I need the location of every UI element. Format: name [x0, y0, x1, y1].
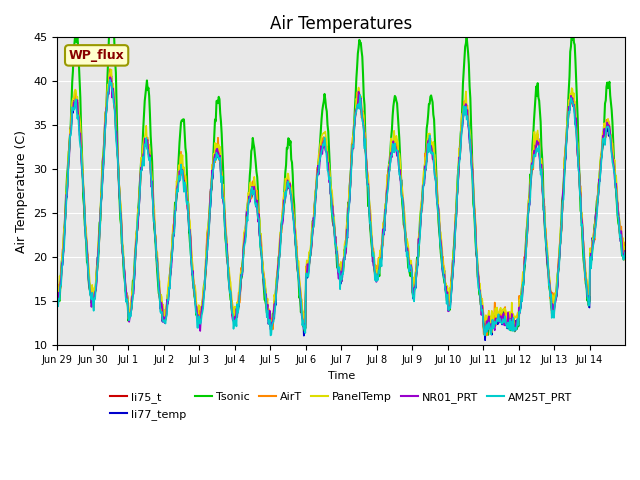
- li77_temp: [121, 272, 129, 277]
- Legend: li75_t, li77_temp, Tsonic, AirT, PanelTemp, NR01_PRT, AM25T_PRT: li75_t, li77_temp, Tsonic, AirT, PanelTe…: [106, 388, 577, 424]
- PanelTemp: [275, 255, 282, 261]
- li77_temp: [108, 73, 115, 79]
- AM25T_PRT: [54, 297, 61, 303]
- AM25T_PRT: [267, 333, 275, 338]
- PanelTemp: [225, 266, 233, 272]
- Tsonic: [433, 170, 440, 176]
- NR01_PRT: [253, 198, 261, 204]
- PanelTemp: [433, 192, 441, 198]
- Line: NR01_PRT: NR01_PRT: [58, 77, 625, 333]
- AirT: [401, 226, 408, 231]
- Text: WP_flux: WP_flux: [68, 49, 125, 62]
- PanelTemp: [621, 244, 629, 250]
- X-axis label: Time: Time: [328, 371, 355, 381]
- NR01_PRT: [106, 74, 114, 80]
- NR01_PRT: [401, 223, 408, 229]
- NR01_PRT: [433, 185, 440, 191]
- Line: AM25T_PRT: AM25T_PRT: [58, 80, 625, 336]
- li75_t: [275, 258, 282, 264]
- li75_t: [121, 274, 129, 280]
- li77_temp: [275, 254, 282, 260]
- AirT: [253, 188, 261, 193]
- PanelTemp: [253, 198, 261, 204]
- AM25T_PRT: [253, 207, 261, 213]
- AM25T_PRT: [106, 77, 114, 83]
- li75_t: [481, 328, 489, 334]
- li77_temp: [433, 183, 440, 189]
- li75_t: [54, 297, 61, 303]
- li77_temp: [621, 255, 629, 261]
- AirT: [54, 286, 61, 291]
- Tsonic: [275, 254, 282, 260]
- li75_t: [621, 250, 629, 255]
- Line: Tsonic: Tsonic: [58, 10, 625, 335]
- NR01_PRT: [621, 248, 629, 254]
- Tsonic: [253, 174, 261, 180]
- NR01_PRT: [54, 299, 61, 305]
- li77_temp: [401, 223, 408, 229]
- AM25T_PRT: [276, 255, 284, 261]
- Tsonic: [225, 281, 233, 287]
- Tsonic: [484, 332, 492, 338]
- AirT: [483, 333, 490, 338]
- Line: AirT: AirT: [58, 69, 625, 336]
- Line: PanelTemp: PanelTemp: [58, 70, 625, 327]
- Tsonic: [401, 223, 408, 229]
- li75_t: [225, 277, 233, 283]
- NR01_PRT: [481, 330, 489, 336]
- PanelTemp: [108, 67, 115, 72]
- AM25T_PRT: [225, 282, 233, 288]
- AirT: [121, 278, 129, 284]
- Tsonic: [54, 296, 61, 302]
- AM25T_PRT: [401, 230, 409, 236]
- AirT: [225, 270, 233, 276]
- AM25T_PRT: [621, 250, 629, 255]
- PanelTemp: [401, 219, 409, 225]
- li75_t: [253, 202, 261, 207]
- Tsonic: [621, 253, 629, 259]
- Tsonic: [108, 7, 115, 13]
- Line: li75_t: li75_t: [58, 78, 625, 331]
- li75_t: [401, 221, 408, 227]
- Y-axis label: Air Temperature (C): Air Temperature (C): [15, 130, 28, 253]
- AM25T_PRT: [433, 199, 441, 204]
- NR01_PRT: [225, 282, 233, 288]
- PanelTemp: [300, 324, 308, 330]
- AirT: [275, 261, 282, 267]
- li77_temp: [54, 299, 61, 305]
- PanelTemp: [121, 270, 129, 276]
- li75_t: [433, 184, 440, 190]
- NR01_PRT: [121, 269, 129, 275]
- li77_temp: [225, 272, 233, 278]
- Tsonic: [121, 276, 129, 282]
- AM25T_PRT: [121, 278, 129, 284]
- Line: li77_temp: li77_temp: [58, 76, 625, 340]
- NR01_PRT: [275, 258, 282, 264]
- AirT: [433, 179, 440, 185]
- PanelTemp: [54, 289, 61, 295]
- Title: Air Temperatures: Air Temperatures: [270, 15, 412, 33]
- li77_temp: [253, 201, 261, 207]
- AirT: [621, 240, 629, 245]
- AirT: [106, 66, 114, 72]
- li75_t: [106, 75, 114, 81]
- li77_temp: [481, 337, 489, 343]
